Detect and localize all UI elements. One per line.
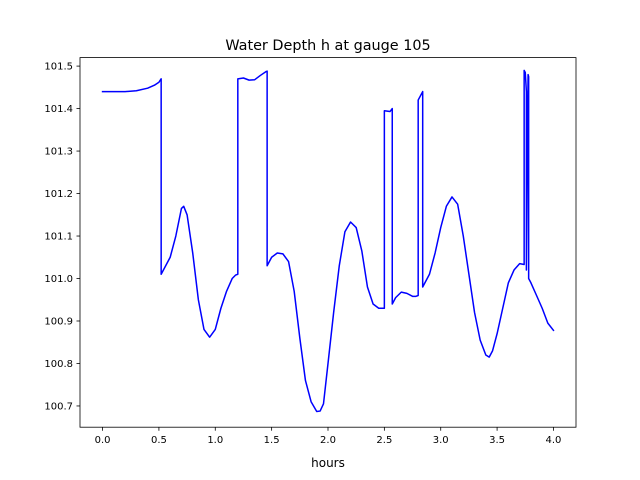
y-tick-label: 100.7: [44, 402, 73, 413]
y-tick-label: 100.9: [44, 317, 73, 328]
plot-area: [79, 57, 577, 428]
x-tick-label: 1.5: [264, 435, 280, 446]
x-tick-label: 2.5: [376, 435, 392, 446]
x-tick-label: 2.0: [320, 435, 336, 446]
x-tick-label: 3.5: [489, 435, 505, 446]
x-tick-label: 0.0: [95, 435, 111, 446]
y-tick-label: 100.8: [44, 359, 73, 370]
x-tick-label: 0.5: [151, 435, 167, 446]
x-axis-title: hours: [311, 456, 345, 470]
y-tick-label: 101.5: [44, 62, 73, 73]
chart-title: Water Depth h at gauge 105: [225, 38, 430, 54]
x-tick-label: 4.0: [546, 435, 562, 446]
series-line-0: [101, 69, 555, 413]
axes-frame: [79, 57, 577, 428]
axis-ticks: 0.0 0.5 1.0 1.5 2.0 2.5 3.0 3.5 4.0 100.7 100.8 100…: [44, 62, 561, 447]
y-tick-label: 101.1: [44, 232, 73, 243]
y-tick-label: 101.3: [44, 147, 73, 158]
y-tick-label: 101.4: [44, 104, 73, 115]
y-tick-label: 101.0: [44, 274, 73, 285]
x-tick-label: 1.0: [207, 435, 223, 446]
x-tick-label: 3.0: [433, 435, 449, 446]
y-tick-label: 101.2: [44, 189, 73, 200]
